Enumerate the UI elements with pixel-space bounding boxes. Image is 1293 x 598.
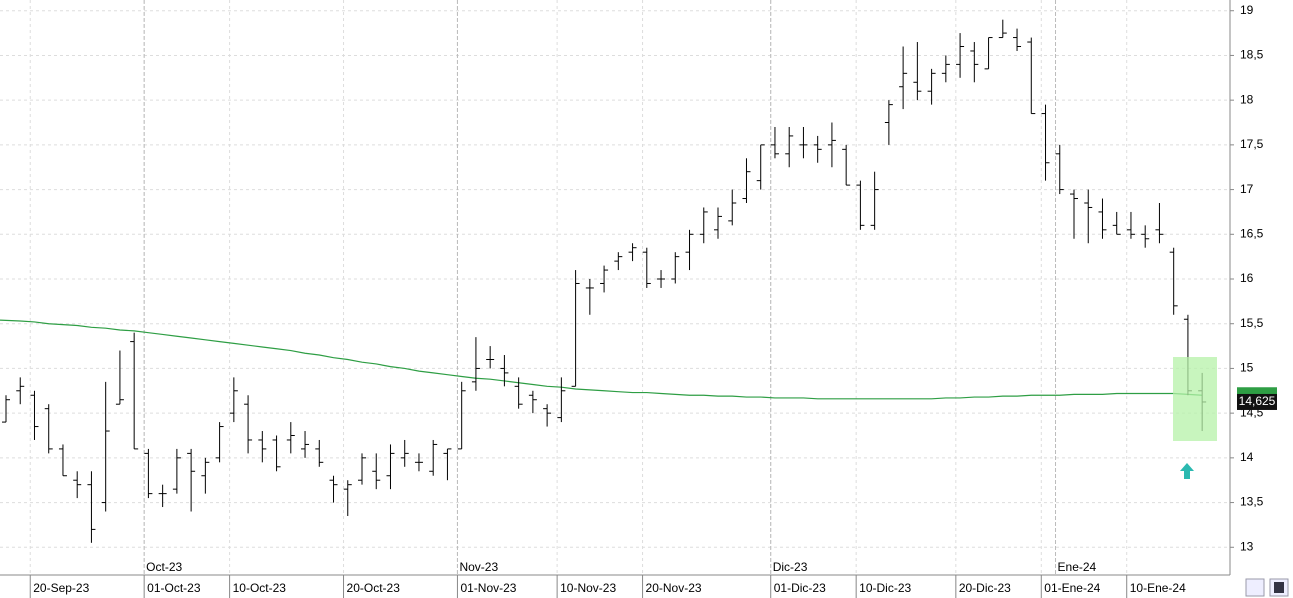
y-tick-label: 15 xyxy=(1240,361,1254,375)
y-tick-label: 18,5 xyxy=(1240,48,1264,62)
ma-price-marker xyxy=(1237,387,1277,398)
y-tick-label: 17,5 xyxy=(1240,137,1264,151)
x-tick-label: 10-Dic-23 xyxy=(859,581,911,595)
month-label: Nov-23 xyxy=(459,560,498,574)
month-label: Dic-23 xyxy=(773,560,808,574)
y-tick-label: 18 xyxy=(1240,92,1254,106)
last-price-box xyxy=(1237,393,1277,410)
y-tick-label: 19 xyxy=(1240,3,1254,17)
x-tick-label: 01-Nov-23 xyxy=(460,581,516,595)
x-tick-label: 01-Dic-23 xyxy=(774,581,826,595)
y-tick-label: 13 xyxy=(1240,539,1254,553)
y-tick-label: 16 xyxy=(1240,271,1254,285)
month-label: Oct-23 xyxy=(146,560,182,574)
x-tick-label: 20-Nov-23 xyxy=(646,581,702,595)
last-price-label: 14,625 xyxy=(1239,394,1276,408)
up-arrow xyxy=(1180,463,1194,479)
x-tick-label: 10-Nov-23 xyxy=(560,581,616,595)
moving-average xyxy=(0,319,1203,400)
x-tick-label: 20-Dic-23 xyxy=(959,581,1011,595)
y-tick-label: 14 xyxy=(1240,450,1254,464)
x-tick-label: 20-Sep-23 xyxy=(33,581,89,595)
x-tick-label: 01-Ene-24 xyxy=(1044,581,1100,595)
x-tick-label: 01-Oct-23 xyxy=(147,581,201,595)
y-tick-label: 17 xyxy=(1240,182,1254,196)
y-tick-label: 16,5 xyxy=(1240,226,1264,240)
x-tick-label: 10-Oct-23 xyxy=(233,581,287,595)
x-tick-label: 10-Ene-24 xyxy=(1130,581,1186,595)
icon-button[interactable] xyxy=(1245,578,1265,597)
y-tick-label: 13,5 xyxy=(1240,495,1264,509)
save-icon xyxy=(1274,582,1284,593)
month-label: Ene-24 xyxy=(1058,560,1097,574)
highlight-box xyxy=(1173,357,1217,441)
y-tick-label: 15,5 xyxy=(1240,316,1264,330)
x-tick-label: 20-Oct-23 xyxy=(347,581,401,595)
